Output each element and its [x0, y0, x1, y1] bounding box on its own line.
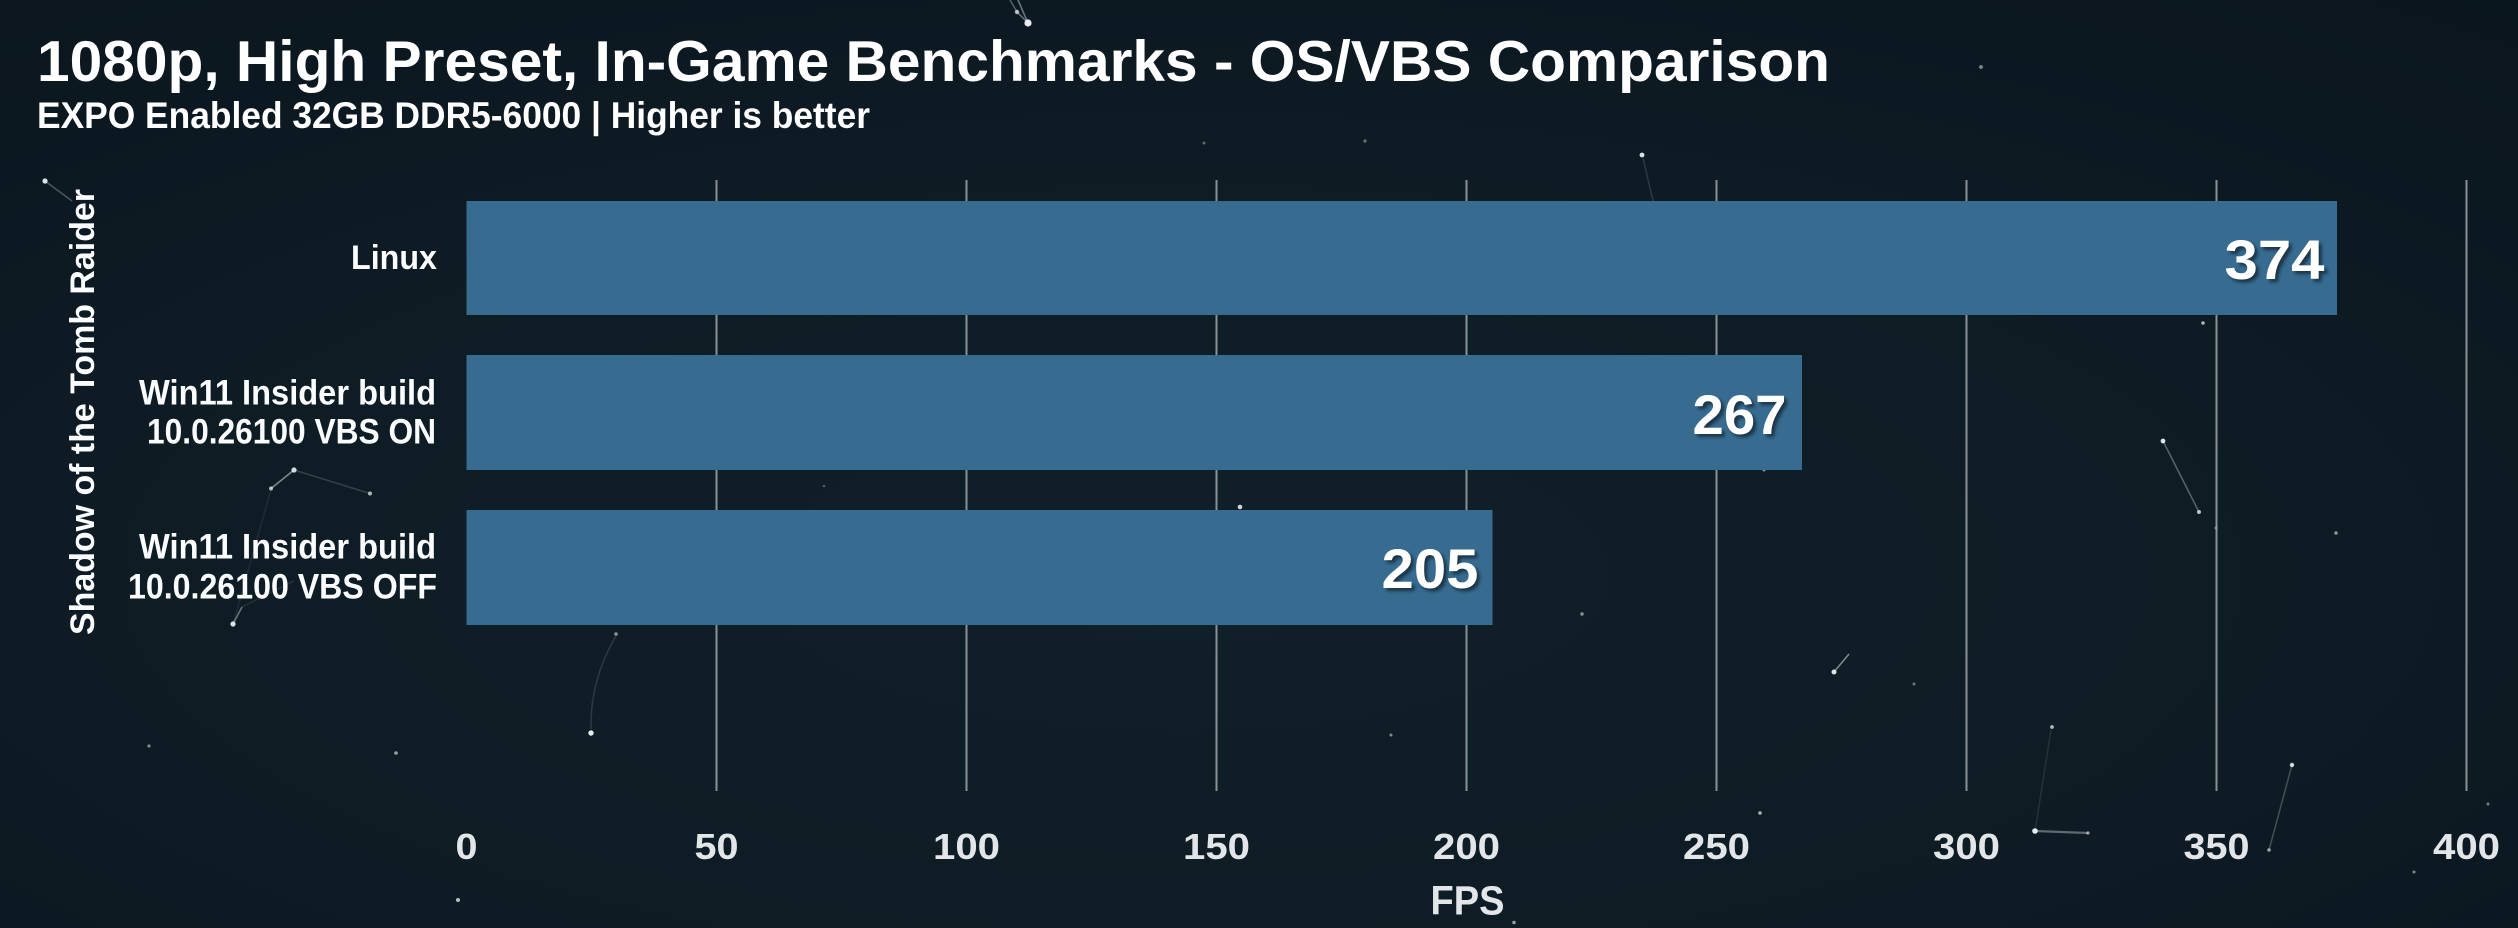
svg-text:100: 100 [933, 826, 1000, 867]
svg-text:10.0.26100 VBS ON: 10.0.26100 VBS ON [147, 413, 436, 452]
svg-text:374: 374 [2228, 232, 2328, 294]
svg-text:150: 150 [1183, 826, 1250, 867]
svg-text:400: 400 [2433, 826, 2500, 867]
svg-text:EXPO Enabled 32GB DDR5-6000 |: EXPO Enabled 32GB DDR5-6000 | Higher is … [37, 94, 870, 137]
svg-text:0: 0 [456, 826, 478, 867]
svg-text:Linux: Linux [351, 239, 437, 277]
svg-text:10.0.26100 VBS OFF: 10.0.26100 VBS OFF [128, 568, 437, 607]
svg-text:205: 205 [1385, 541, 1482, 603]
svg-text:267: 267 [1693, 384, 1787, 446]
svg-text:1080p, High Preset, In-Game Be: 1080p, High Preset, In-Game Benchmarks -… [37, 30, 1830, 94]
svg-text:FPS: FPS [1431, 878, 1505, 924]
svg-text:200: 200 [1433, 826, 1500, 867]
svg-text:267: 267 [1696, 387, 1790, 449]
svg-text:Win11 Insider build: Win11 Insider build [139, 528, 436, 567]
svg-text:50: 50 [695, 826, 739, 867]
svg-text:Win11 Insider build: Win11 Insider build [139, 374, 436, 413]
svg-text:374: 374 [2225, 229, 2325, 291]
svg-text:300: 300 [1933, 826, 2000, 867]
svg-text:250: 250 [1683, 826, 1750, 867]
svg-text:205: 205 [1382, 538, 1479, 600]
svg-text:350: 350 [2184, 826, 2250, 867]
svg-text:Shadow of the Tomb Raider: Shadow of the Tomb Raider [64, 189, 102, 635]
